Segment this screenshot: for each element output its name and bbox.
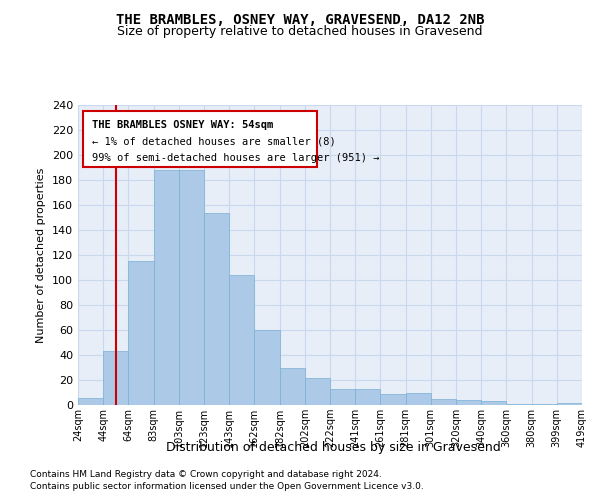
Text: Distribution of detached houses by size in Gravesend: Distribution of detached houses by size … (166, 441, 500, 454)
Bar (532, 404, 557, 405)
Bar (330, 389, 355, 405)
Bar (380, 394, 406, 405)
Bar (229, 275, 254, 405)
Text: Size of property relative to detached houses in Gravesend: Size of property relative to detached ho… (117, 25, 483, 38)
Bar (103, 351, 128, 405)
Bar (78, 398, 103, 405)
Bar (355, 389, 380, 405)
Bar (431, 399, 456, 405)
Bar (254, 330, 280, 405)
Text: Contains public sector information licensed under the Open Government Licence v3: Contains public sector information licen… (30, 482, 424, 491)
Text: THE BRAMBLES, OSNEY WAY, GRAVESEND, DA12 2NB: THE BRAMBLES, OSNEY WAY, GRAVESEND, DA12… (116, 12, 484, 26)
Text: THE BRAMBLES OSNEY WAY: 54sqm: THE BRAMBLES OSNEY WAY: 54sqm (92, 120, 274, 130)
Bar (179, 170, 204, 405)
Bar (506, 404, 532, 405)
Text: 99% of semi-detached houses are larger (951) →: 99% of semi-detached houses are larger (… (92, 153, 380, 163)
Bar (280, 368, 305, 405)
Bar (154, 170, 179, 405)
Text: ← 1% of detached houses are smaller (8): ← 1% of detached houses are smaller (8) (92, 136, 336, 146)
Bar (557, 402, 582, 405)
Text: Contains HM Land Registry data © Crown copyright and database right 2024.: Contains HM Land Registry data © Crown c… (30, 470, 382, 479)
Bar (204, 212, 229, 405)
FancyBboxPatch shape (83, 111, 317, 166)
Bar (456, 400, 481, 405)
Bar (481, 401, 506, 405)
Bar (406, 392, 431, 405)
Bar (128, 261, 154, 405)
Bar (305, 378, 330, 405)
Y-axis label: Number of detached properties: Number of detached properties (37, 168, 46, 342)
